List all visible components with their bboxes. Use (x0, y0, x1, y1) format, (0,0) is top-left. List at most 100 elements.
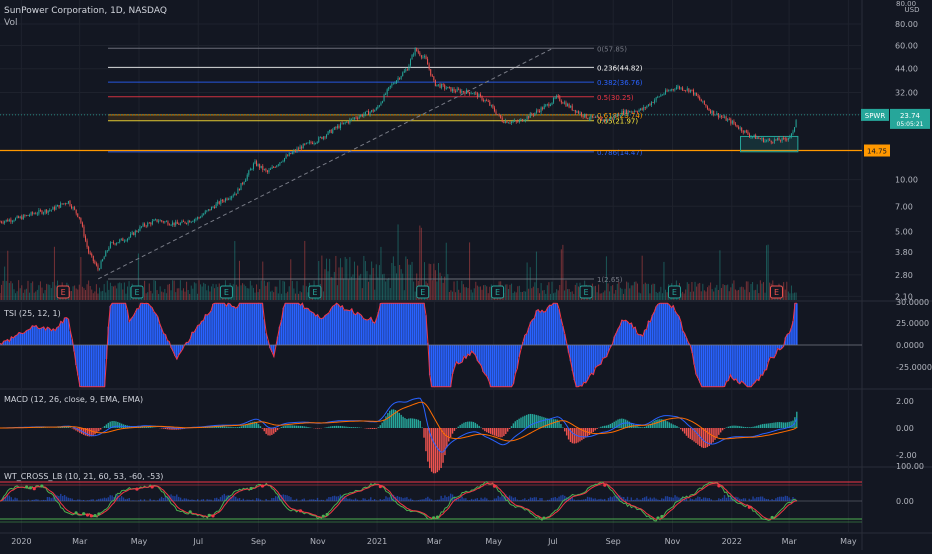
candle-body (192, 221, 193, 222)
macd-histogram-bar (465, 422, 466, 428)
tsi-bar (201, 321, 203, 345)
volume-bar (324, 269, 325, 300)
candle-body (69, 201, 70, 206)
wt-cross-dot (432, 516, 435, 519)
tsi-bar (138, 309, 140, 345)
volume-bar (150, 291, 151, 300)
wt-diff-bar (37, 500, 38, 501)
wt-diff-bar (650, 498, 651, 501)
candle-body (312, 143, 313, 144)
wt-diff-bar (534, 497, 535, 501)
macd-histogram-bar (459, 425, 460, 428)
volume-bar (185, 292, 186, 300)
candle-body (315, 143, 316, 144)
candle-body (0, 222, 1, 223)
volume-bar (374, 290, 375, 300)
volume-bar (446, 243, 447, 300)
macd-histogram-bar (499, 428, 500, 437)
wt-diff-bar (690, 498, 691, 501)
wt-diff-bar (380, 499, 381, 501)
volume-bar (615, 290, 616, 300)
candle-body (693, 90, 694, 95)
volume-bar (611, 286, 612, 300)
macd-histogram-bar (614, 422, 615, 428)
symbol-title[interactable]: SunPower Corporation, 1D, NASDAQ (4, 6, 167, 16)
tsi-bar (397, 303, 399, 345)
tsi-bar (419, 303, 421, 345)
wt-diff-bar (214, 498, 215, 501)
macd-histogram-bar (790, 421, 791, 428)
wt-diff-bar (361, 500, 362, 501)
macd-histogram-bar (716, 428, 717, 437)
volume-bar (155, 281, 156, 300)
macd-histogram-bar (739, 426, 740, 428)
wt-diff-bar (81, 500, 82, 501)
macd-histogram-bar (671, 423, 672, 428)
candle-body (477, 93, 478, 97)
macd-histogram-bar (389, 411, 390, 428)
candle-body (541, 108, 542, 112)
candle-body (191, 222, 192, 223)
wt-diff-bar (35, 499, 36, 501)
wt-diff-bar (739, 499, 740, 501)
volume-bar (640, 293, 641, 300)
volume-bar (276, 287, 277, 300)
candle-body (430, 69, 431, 75)
wt-diff-bar (203, 499, 204, 501)
volume-label[interactable]: Vol (4, 18, 17, 28)
wt-diff-bar (252, 500, 253, 501)
tsi-bar (463, 345, 465, 356)
tsi-bar (416, 303, 418, 345)
candle-body (318, 137, 319, 141)
tsi-bar (642, 336, 644, 345)
candle-body (80, 218, 81, 223)
tsi-bar (442, 345, 444, 387)
wt-diff-bar (104, 498, 105, 501)
tsi-bar (773, 345, 775, 358)
candle-body (617, 114, 618, 116)
wt-cross-dot (40, 484, 43, 487)
tsi-bar (554, 303, 556, 345)
macd-histogram-bar (338, 426, 339, 428)
wt-diff-bar (560, 495, 561, 501)
candle-body (524, 121, 525, 122)
candle-body (579, 113, 580, 114)
tsi-bar (98, 345, 100, 387)
wt-diff-bar (553, 498, 554, 501)
candle-body (149, 223, 150, 224)
wt-diff-bar (701, 499, 702, 501)
tsi-bar (456, 345, 458, 362)
candle-body (653, 102, 654, 103)
tsi-bar (771, 345, 773, 358)
macd-histogram-bar (555, 419, 556, 428)
wt-cross-dot (299, 509, 302, 512)
candle-body (662, 95, 663, 96)
wt-diff-bar (243, 499, 244, 501)
candle-body (122, 238, 123, 240)
candle-body (539, 111, 540, 112)
macd-histogram-bar (768, 423, 769, 428)
wt-diff-bar (336, 497, 337, 501)
volume-bar (73, 286, 74, 300)
macd-histogram-bar (366, 428, 367, 429)
macd-histogram-bar (410, 418, 411, 428)
candle-body (452, 89, 453, 91)
volume-bar (701, 291, 702, 300)
candle-body (43, 212, 44, 213)
candle-body (119, 240, 120, 242)
volume-bar (158, 294, 159, 300)
macd-histogram-bar (440, 428, 441, 468)
volume-bar (520, 292, 521, 300)
macd-histogram-bar (667, 421, 668, 428)
tsi-bar (747, 345, 749, 387)
candle-body (211, 207, 212, 210)
macd-histogram-bar (536, 415, 537, 428)
candle-body (217, 202, 218, 204)
tsi-bar (484, 345, 486, 374)
wt-diff-bar (581, 500, 582, 501)
wt-diff-bar (174, 496, 175, 501)
candle-body (696, 93, 697, 96)
time-label: May (485, 537, 502, 546)
candle-body (440, 84, 441, 87)
